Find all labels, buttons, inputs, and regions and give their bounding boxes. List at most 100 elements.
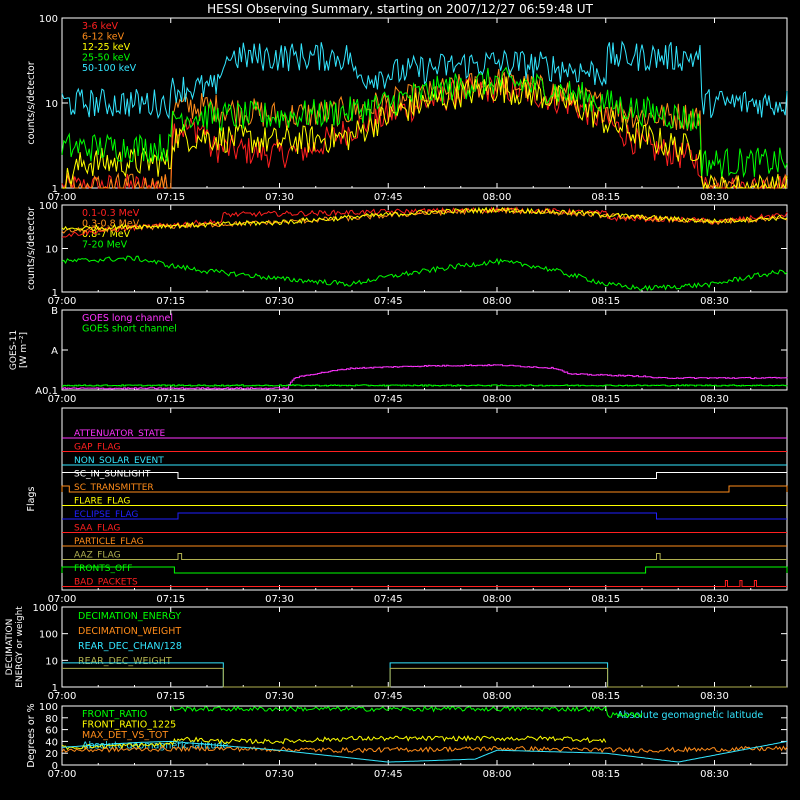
panel4-flag-label-bad-packets: BAD_PACKETS [74,578,138,588]
panel2-legend-0-8-7-mev: 0.8-7 MeV [82,229,131,240]
panel4-flag-label-gap-flag: GAP_FLAG [74,443,120,453]
panel3-xtick-label: 07:00 [48,394,77,405]
panel5-ytick-label: 100 [39,630,58,641]
panel5-legend-rear-dec-weight: REAR_DEC_WEIGHT [78,656,172,667]
panel4-flag-line-eclipse-flag [62,512,787,520]
panel6-series-front-ratio-1225 [61,734,607,751]
panel5-ytick-label: 1 [52,683,58,694]
panel1-legend-50-100-kev: 50-100 keV [82,63,137,74]
panel4-flag-line-bad-packets [62,580,787,587]
panel4-xtick-label: 07:15 [156,594,185,605]
panel5-xtick-label: 08:00 [483,691,512,702]
panel4-flag-line-aaz-flag [62,553,787,560]
panel5-xtick-label: 07:30 [265,691,294,702]
panel2-frame: 07:00 07:15 07:30 07:45 08:00 08:15 08:30 count… [26,201,788,307]
panel1-legend-12-25-kev: 12-25 keV [82,42,131,53]
panel4-flag-label-sc-transmitter: SC_TRANSMITTER [74,483,154,493]
panel3-xtick-label: 08:00 [483,394,512,405]
panel5-legend-rear-dec-chan-128: REAR_DEC_CHAN/128 [78,641,182,652]
panel3-series-goes-long-channel [62,364,788,390]
panel5-xtick-label: 08:15 [591,691,620,702]
panel6-legend-front-ratio: FRONT_RATIO [82,709,147,720]
panel5-legend-decimation-weight: DECIMATION_WEIGHT [78,626,181,637]
panel1-xtick-label: 07:45 [374,192,403,203]
panel6-ytick-label: 100 [39,702,58,713]
panel1-legend-3-6-kev: 3-6 keV [82,21,119,32]
panel2-xtick-label: 08:15 [591,296,620,307]
panel4-flag-label-non-solar-event: NON_SOLAR_EVENT [74,456,164,466]
panel1-xtick-label: 07:30 [265,192,294,203]
panel5-legend-decimation-energy: DECIMATION_ENERGY [78,611,181,622]
panel6-frame: 07:00 07:15 07:30 07:45 08:00 08:15 08:30 Degre… [26,702,788,780]
panel3-xtick-label: 07:15 [156,394,185,405]
panel5-xtick-label: 08:30 [700,691,729,702]
panel2-legend-0-1-0-3-mev: 0.1-0.3 MeV [82,208,140,219]
panel1-series-50-100-kev [61,40,788,120]
panel1-xtick-label: 08:00 [483,192,512,203]
panel3-series-goes-short-channel [62,384,788,387]
panel2-xtick-label: 07:30 [265,296,294,307]
panel4-flag-label-attenuator-state: ATTENUATOR_STATE [74,429,166,439]
panel2-legend-0-3-0-8-mev: 0.3-0.8 MeV [82,219,140,230]
panel3-ylabel: GOES-11 [9,330,19,370]
panel4-flag-label-particle-flag: PARTICLE_FLAG [74,537,144,547]
panel1-series-25-50-kev [61,66,788,179]
panel2-xtick-label: 07:45 [374,296,403,307]
panel4-ylabel: Flags [26,486,37,511]
panel2-xtick-label: 07:00 [48,296,77,307]
panel1-legend-6-12-kev: 6-12 keV [82,32,125,43]
panel4-xtick-label: 08:00 [483,594,512,605]
panel4-xtick-label: 08:30 [700,594,729,605]
panel2-legend-7-20-mev: 7-20 MeV [82,240,128,251]
panel1-xtick-label: 08:30 [700,192,729,203]
panel4-flag-line-sc-in-sunlight [61,472,788,479]
panel5-series-rear-dec-weight [62,667,787,688]
panel2-ytick-label: 100 [39,201,58,212]
panel1-ytick-label: 10 [45,99,58,110]
panel6-annotation: Absolute geomagnetic latitude [617,710,763,721]
panel1-ytick-label: 1 [52,184,58,195]
panel2-xtick-label: 07:15 [156,296,185,307]
panel6-series-max-det-vs-tot [61,745,788,754]
panel6-legend-max-det-vs-tot: MAX_DET_VS_TOT [82,730,168,741]
panel1-frame: 07:00 07:15 07:30 07:45 08:00 08:15 08:30 count… [26,14,788,203]
panel4-flag-label-aaz-flag: AAZ_FLAG [74,551,121,561]
panel6-ytick-label: 0 [52,761,58,772]
panel4-flag-line-fronts-off [61,566,788,574]
panel4-frame: 07:00 07:15 07:30 07:45 08:00 08:15 08:30 Flags… [26,407,788,605]
panel6-xtick-label: 08:15 [591,769,620,780]
panel5-ytick-label: 10 [45,656,58,667]
panel1-xtick-label: 07:00 [48,192,77,203]
panel4-xtick-label: 07:45 [374,594,403,605]
panel6-xtick-label: 08:00 [483,769,512,780]
panel4-flag-label-fronts-off: FRONTS_OFF [74,564,132,574]
panel5-ylabel: DECIMATION [5,619,15,676]
panel4-xtick-label: 07:30 [265,594,294,605]
panel4-flag-label-flare-flag: FLARE_FLAG [74,497,130,507]
panel4-xtick-label: 08:15 [591,594,620,605]
panel3-xtick-label: 08:15 [591,394,620,405]
panel6-ytick-label: 80 [45,714,58,725]
panel6-xtick-label: 07:45 [374,769,403,780]
panel2-xtick-label: 08:00 [483,296,512,307]
panel5-xtick-label: 07:00 [48,691,77,702]
panel3-xtick-label: 07:30 [265,394,294,405]
panel6-ylabel: Degrees or % [26,703,37,767]
panel5-xtick-label: 07:45 [374,691,403,702]
panel3-legend-goes-short-channel: GOES short channel [82,324,177,335]
panel2-series-0-8-7-mev [61,206,788,232]
panels-group: 07:00 07:15 07:30 07:45 08:00 08:15 08:30 count… [5,14,788,780]
panel3-xtick-label: 08:30 [700,394,729,405]
panel4-flag-label-saa-flag: SAA_FLAG [74,524,120,534]
panel5-xtick-label: 07:15 [156,691,185,702]
panel5-ytick-label: 1000 [33,603,58,614]
panel2-ylabel: counts/s/detector [26,207,37,290]
panel1-series-6-12-kev [62,68,788,190]
panel3-ylabel-2: [W m⁻²] [19,332,29,368]
panel3-legend-goes-long-channel: GOES long channel [82,313,173,324]
panel3-ytick-label: A [51,346,58,357]
panel6-legend-front-ratio-1225: FRONT_RATIO_1225 [82,720,176,731]
panel2-series-7-20-mev [61,255,788,292]
panel6-ytick-label: 40 [45,737,58,748]
